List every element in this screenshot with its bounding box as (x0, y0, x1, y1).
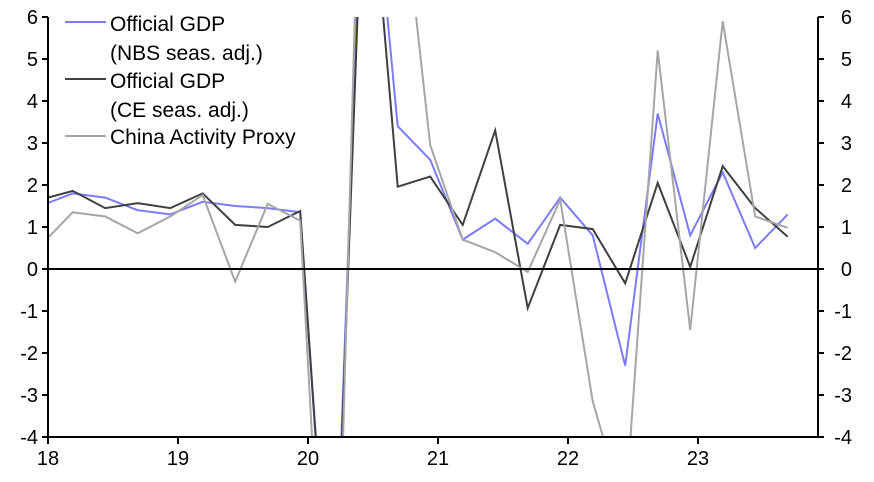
y-tick-label-left: 5 (27, 49, 38, 71)
y-tick-label-right: -4 (834, 427, 852, 449)
y-tick-label-left: 2 (27, 175, 38, 197)
legend-label-2: China Activity Proxy (110, 126, 296, 149)
y-tick-label-left: 0 (27, 259, 38, 281)
x-tick-label: 18 (37, 448, 59, 470)
y-tick-label-right: 2 (841, 175, 852, 197)
y-tick-label-left: -3 (20, 385, 38, 407)
x-tick-label: 21 (427, 448, 449, 470)
y-tick-label-right: 5 (841, 49, 852, 71)
y-tick-label-right: 0 (841, 259, 852, 281)
series-line-2 (47, 16, 789, 438)
y-tick-label-left: -1 (20, 301, 38, 323)
y-tick-label-right: 1 (841, 217, 852, 239)
y-tick-label-right: 6 (841, 7, 852, 29)
x-tick-label: 19 (167, 448, 189, 470)
y-tick-label-right: -3 (834, 385, 852, 407)
legend-sublabel-0: (NBS seas. adj.) (110, 42, 263, 65)
legend-label-1: Official GDP (110, 70, 225, 93)
x-tick-label: 22 (557, 448, 579, 470)
series-layer (47, 16, 789, 438)
y-tick-label-left: -4 (20, 427, 38, 449)
legend-sublabel-1: (CE seas. adj.) (110, 99, 249, 122)
y-tick-label-left: -2 (20, 343, 38, 365)
y-tick-label-left: 4 (27, 91, 38, 113)
y-tick-label-right: 4 (841, 91, 852, 113)
y-tick-label-right: -1 (834, 301, 852, 323)
y-tick-label-left: 1 (27, 217, 38, 239)
y-tick-label-right: 3 (841, 133, 852, 155)
legend-label-0: Official GDP (110, 13, 225, 36)
y-tick-label-left: 3 (27, 133, 38, 155)
x-tick-label: 20 (297, 448, 319, 470)
legend: Official GDP (NBS seas. adj.) Official GDP… (65, 13, 296, 149)
axes: 6 65 54 43 32 21 10 0-1 -1-2 -2-3 -3-4 -418 19 20 21 22… (20, 7, 852, 470)
y-tick-label-left: 6 (27, 7, 38, 29)
x-tick-label: 23 (687, 448, 709, 470)
y-tick-label-right: -2 (834, 343, 852, 365)
